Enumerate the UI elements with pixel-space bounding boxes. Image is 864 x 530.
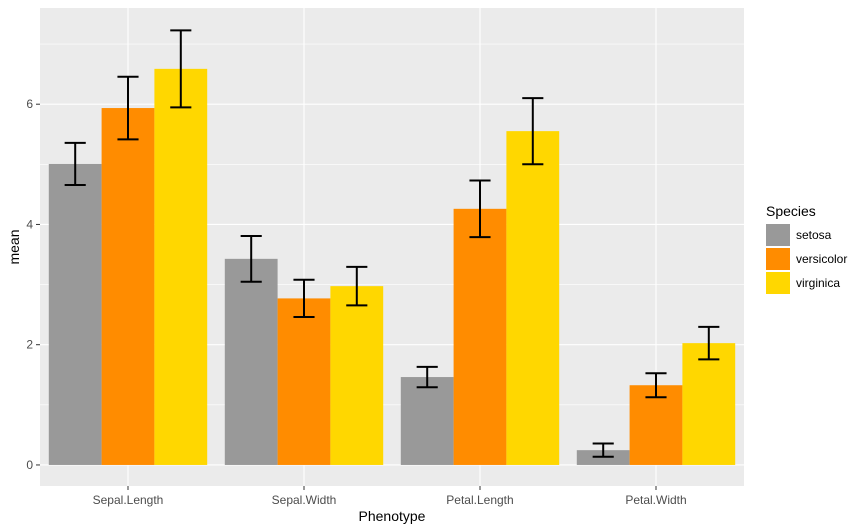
x-tick-label: Sepal.Width xyxy=(272,493,337,507)
x-tick-label: Petal.Length xyxy=(446,493,513,507)
x-axis-title: Phenotype xyxy=(359,508,426,524)
y-tick-label: 4 xyxy=(26,217,33,231)
y-tick-label: 2 xyxy=(26,338,33,352)
error-bars xyxy=(64,29,720,458)
legend-key-virginica xyxy=(766,272,790,294)
y-tick-label: 0 xyxy=(26,458,33,472)
bar-virginica-Sepal.Length xyxy=(154,68,208,465)
legend-title: Species xyxy=(766,203,816,219)
bar-virginica-Sepal.Width xyxy=(330,286,384,465)
legend: Species setosa versicolor virginica xyxy=(766,203,847,294)
bar-versicolor-Sepal.Width xyxy=(277,298,331,465)
legend-label-setosa: setosa xyxy=(796,228,832,242)
bar-versicolor-Sepal.Length xyxy=(101,108,155,465)
y-axis: 0 2 4 6 xyxy=(26,97,40,472)
bar-versicolor-Petal.Width xyxy=(629,385,683,465)
x-axis: Sepal.Length Sepal.Width Petal.Length Petal… xyxy=(93,486,687,507)
bar-setosa-Sepal.Length xyxy=(48,163,102,465)
x-tick-label: Sepal.Length xyxy=(93,493,164,507)
bar-setosa-Petal.Length xyxy=(400,377,454,465)
legend-label-versicolor: versicolor xyxy=(796,252,847,266)
bar-versicolor-Petal.Length xyxy=(453,208,507,465)
bar-virginica-Petal.Width xyxy=(682,343,736,465)
bar-virginica-Petal.Length xyxy=(506,131,560,465)
y-tick-label: 6 xyxy=(26,97,33,111)
bars xyxy=(48,68,736,465)
legend-key-setosa xyxy=(766,224,790,246)
x-tick-label: Petal.Width xyxy=(625,493,686,507)
legend-key-versicolor xyxy=(766,248,790,270)
y-axis-title: mean xyxy=(6,229,22,264)
legend-label-virginica: virginica xyxy=(796,276,840,290)
bar-setosa-Sepal.Width xyxy=(224,258,278,465)
